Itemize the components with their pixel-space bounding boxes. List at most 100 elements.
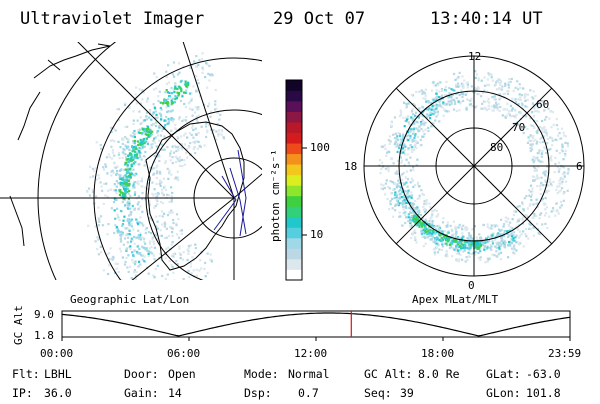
- aurora-pixel: [405, 106, 408, 109]
- aurora-pixel: [155, 121, 158, 124]
- aurora-pixel: [422, 97, 425, 100]
- aurora-pixel: [399, 192, 402, 195]
- aurora-pixel: [490, 233, 493, 236]
- aurora-pixel: [96, 248, 99, 251]
- aurora-pixel: [157, 192, 160, 195]
- aurora-pixel: [401, 148, 404, 151]
- aurora-pixel: [109, 247, 112, 250]
- aurora-pixel: [511, 227, 514, 230]
- aurora-pixel: [489, 234, 492, 237]
- aurora-pixel: [118, 169, 122, 172]
- aurora-pixel: [409, 181, 412, 184]
- aurora-pixel: [412, 168, 415, 172]
- aurora-pixel: [181, 258, 184, 261]
- aurora-pixel: [167, 110, 170, 113]
- aurora-pixel: [160, 119, 163, 122]
- aurora-pixel: [525, 115, 528, 118]
- aurora-pixel: [426, 228, 429, 231]
- aurora-pixel: [197, 292, 199, 294]
- aurora-pixel: [179, 99, 182, 103]
- aurora-pixel: [440, 94, 444, 97]
- aurora-pixel: [129, 265, 132, 268]
- aurora-pixel: [425, 199, 428, 202]
- aurora-pixel: [143, 130, 147, 133]
- aurora-pixel: [146, 97, 149, 100]
- aurora-pixel: [145, 111, 149, 114]
- aurora-pixel: [201, 71, 204, 74]
- aurora-pixel: [115, 267, 118, 270]
- aurora-pixel: [429, 111, 432, 114]
- aurora-pixel: [427, 129, 430, 132]
- aurora-pixel: [411, 150, 414, 153]
- aurora-pixel: [127, 207, 130, 210]
- aurora-pixel: [442, 101, 445, 104]
- aurora-pixel: [130, 156, 133, 159]
- aurora-pixel: [139, 131, 142, 135]
- altitude-ymin-label: 1.8: [34, 329, 54, 342]
- aurora-pixel: [197, 132, 200, 135]
- aurora-pixel: [539, 192, 542, 196]
- aurora-pixel: [528, 139, 531, 142]
- aurora-pixel: [132, 131, 135, 134]
- aurora-pixel: [493, 254, 496, 257]
- aurora-pixel: [403, 139, 406, 142]
- aurora-pixel: [477, 243, 480, 246]
- aurora-pixel: [183, 134, 186, 137]
- aurora-pixel: [430, 125, 433, 128]
- aurora-pixel: [455, 233, 458, 236]
- aurora-pixel: [189, 312, 191, 314]
- aurora-pixel: [153, 154, 156, 158]
- aurora-pixel: [509, 80, 512, 83]
- aurora-pixel: [414, 143, 417, 146]
- aurora-pixel: [411, 132, 415, 135]
- aurora-pixel: [150, 245, 153, 248]
- aurora-pixel: [154, 204, 157, 208]
- aurora-pixel: [412, 118, 415, 121]
- aurora-pixel: [544, 175, 547, 178]
- aurora-pixel: [168, 260, 171, 263]
- aurora-pixel: [500, 233, 503, 236]
- aurora-pixel: [421, 225, 424, 228]
- aurora-pixel: [160, 234, 163, 237]
- aurora-pixel: [444, 237, 447, 240]
- aurora-pixel: [140, 254, 143, 257]
- aurora-pixel: [433, 248, 437, 251]
- aurora-pixel: [426, 232, 429, 235]
- aurora-pixel: [494, 98, 497, 101]
- aurora-pixel: [445, 80, 448, 83]
- aurora-pixel: [123, 168, 126, 171]
- aurora-pixel: [106, 233, 109, 236]
- aurora-pixel: [466, 86, 469, 89]
- aurora-pixel: [436, 113, 440, 116]
- aurora-pixel: [135, 287, 137, 289]
- aurora-pixel: [526, 105, 529, 109]
- aurora-pixel: [537, 159, 540, 162]
- aurora-pixel: [190, 314, 192, 316]
- aurora-pixel: [494, 93, 497, 96]
- aurora-pixel: [118, 176, 122, 179]
- aurora-pixel: [403, 148, 407, 151]
- aurora-pixel: [156, 227, 159, 230]
- aurora-pixel: [138, 110, 141, 113]
- aurora-pixel: [126, 125, 129, 128]
- aurora-pixel: [533, 107, 536, 110]
- aurora-pixel: [190, 99, 193, 102]
- aurora-pixel: [410, 207, 413, 211]
- aurora-pixel: [472, 90, 475, 94]
- aurora-pixel: [438, 120, 441, 123]
- aurora-pixel: [164, 99, 167, 102]
- aurora-pixel: [149, 217, 152, 220]
- aurora-pixel: [130, 237, 133, 240]
- aurora-pixel: [399, 142, 402, 145]
- aurora-pixel: [429, 113, 432, 116]
- aurora-pixel: [175, 96, 178, 99]
- aurora-pixel: [162, 177, 165, 180]
- aurora-pixel: [427, 114, 430, 117]
- aurora-pixel: [401, 190, 404, 193]
- aurora-pixel: [393, 196, 396, 200]
- aurora-pixel: [172, 271, 175, 274]
- aurora-pixel: [87, 224, 90, 227]
- aurora-pixel: [126, 164, 129, 167]
- aurora-pixel: [396, 138, 400, 141]
- aurora-pixel: [509, 221, 512, 224]
